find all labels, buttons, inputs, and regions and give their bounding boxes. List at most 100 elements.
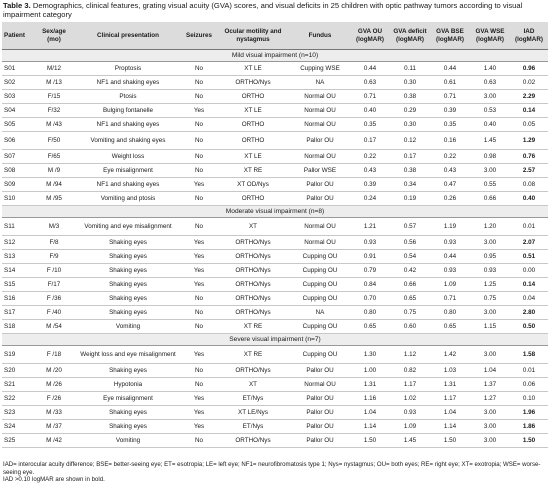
table-cell: M /43 bbox=[34, 117, 74, 132]
column-header: Clinical presentation bbox=[74, 22, 182, 50]
table-cell: No bbox=[182, 291, 216, 306]
table-cell: 1.17 bbox=[430, 391, 470, 406]
table-cell: S09 bbox=[2, 177, 34, 192]
table-cell: S05 bbox=[2, 117, 34, 132]
table-cell: NA bbox=[290, 75, 350, 90]
table-cell: 0.75 bbox=[390, 305, 430, 320]
table-cell: 1.42 bbox=[430, 345, 470, 364]
table-cell: 0.39 bbox=[430, 103, 470, 118]
table-cell: F/65 bbox=[34, 149, 74, 164]
table-cell: 0.04 bbox=[510, 291, 548, 306]
table-cell: ORTHO/Nys bbox=[216, 305, 290, 320]
table-cell: Vomiting and ptosis bbox=[74, 191, 182, 206]
table-cell: Pallor OU bbox=[290, 131, 350, 150]
table-cell: 1.09 bbox=[430, 277, 470, 292]
table-cell: M /42 bbox=[34, 433, 74, 448]
table-cell: 0.05 bbox=[510, 117, 548, 132]
column-header: Ocular motility and nystagmus bbox=[216, 22, 290, 50]
table-cell: F /40 bbox=[34, 305, 74, 320]
table-row: S20 M /20 Shaking eyes No ORTHO/Nys Pallor OU… bbox=[2, 363, 548, 378]
table-cell: Yes bbox=[182, 235, 216, 250]
table-cell: ET/Nys bbox=[216, 391, 290, 406]
table-cell: 0.12 bbox=[390, 131, 430, 150]
table-cell: S04 bbox=[2, 103, 34, 118]
table-cell: Pallor OU bbox=[290, 405, 350, 420]
section-row: Moderate visual impairment (n=8) bbox=[2, 205, 548, 218]
table-cell: F/17 bbox=[34, 277, 74, 292]
section-row: Severe visual impairment (n=7) bbox=[2, 333, 548, 346]
table-cell: Normal OU bbox=[290, 377, 350, 392]
table-cell: S03 bbox=[2, 89, 34, 104]
table-cell: 1.16 bbox=[350, 391, 390, 406]
table-cell: Cupping OU bbox=[290, 249, 350, 264]
table-cell: S13 bbox=[2, 249, 34, 264]
caption-label: Table 3. bbox=[3, 1, 31, 10]
table-cell: M /95 bbox=[34, 191, 74, 206]
table-cell: 0.71 bbox=[430, 89, 470, 104]
table-cell: No bbox=[182, 217, 216, 236]
table-cell: 0.57 bbox=[390, 217, 430, 236]
table-row: S02 M /13 NF1 and shaking eyes No ORTHO/Nys N… bbox=[2, 75, 548, 90]
table-row: S17 F /40 Shaking eyes No ORTHO/Nys NA 0.80 0.7… bbox=[2, 305, 548, 320]
table-cell: M /9 bbox=[34, 163, 74, 178]
table-cell: M /26 bbox=[34, 377, 74, 392]
table-cell: No bbox=[182, 305, 216, 320]
table-cell: ORTHO bbox=[216, 89, 290, 104]
table-cell: 0.80 bbox=[350, 305, 390, 320]
table-cell: 1.96 bbox=[510, 405, 548, 420]
table-cell: 0.66 bbox=[470, 191, 510, 206]
table-cell: 0.84 bbox=[350, 277, 390, 292]
table-cell: Pallor OU bbox=[290, 191, 350, 206]
table-cell: 1.25 bbox=[470, 277, 510, 292]
table-cell: No bbox=[182, 149, 216, 164]
table-cell: 1.86 bbox=[510, 419, 548, 434]
table-cell: S12 bbox=[2, 235, 34, 250]
table-cell: Eye misalignment bbox=[74, 391, 182, 406]
table-cell: 2.07 bbox=[510, 235, 548, 250]
caption-text: Demographics, clinical features, grating… bbox=[3, 1, 523, 19]
table-cell: XT RE bbox=[216, 163, 290, 178]
table-cell: No bbox=[182, 377, 216, 392]
table-cell: 1.12 bbox=[390, 345, 430, 364]
table-cell: 0.43 bbox=[430, 163, 470, 178]
column-header: GVA deficit (logMAR) bbox=[390, 22, 430, 50]
table-cell: S18 bbox=[2, 319, 34, 334]
table-cell: XT RE bbox=[216, 319, 290, 334]
table-cell: 0.44 bbox=[430, 249, 470, 264]
table-cell: Yes bbox=[182, 391, 216, 406]
table-cell: Pallor OU bbox=[290, 363, 350, 378]
table-cell: ORTHO/Nys bbox=[216, 235, 290, 250]
table-cell: S08 bbox=[2, 163, 34, 178]
table-cell: 0.34 bbox=[390, 177, 430, 192]
table-cell: Cupping OU bbox=[290, 277, 350, 292]
column-header: GVA OU (logMAR) bbox=[350, 22, 390, 50]
table-cell: 3.00 bbox=[470, 305, 510, 320]
table-cell: M /94 bbox=[34, 177, 74, 192]
table-cell: 0.70 bbox=[350, 291, 390, 306]
table-cell: 0.47 bbox=[430, 177, 470, 192]
table-cell: Shaking eyes bbox=[74, 305, 182, 320]
table-cell: XT RE bbox=[216, 345, 290, 364]
table-cell: Pallor OU bbox=[290, 177, 350, 192]
table-cell: 2.57 bbox=[510, 163, 548, 178]
table-row: S01 M/12 Proptosis No XT LE Cupping WSE 0.44 0.… bbox=[2, 61, 548, 76]
table-cell: Yes bbox=[182, 249, 216, 264]
table-cell: M/12 bbox=[34, 61, 74, 76]
table-cell: 1.58 bbox=[510, 345, 548, 364]
table-cell: S20 bbox=[2, 363, 34, 378]
table-cell: 1.19 bbox=[430, 217, 470, 236]
table-cell: ORTHO bbox=[216, 117, 290, 132]
table-cell: 3.00 bbox=[470, 163, 510, 178]
table-row: S23 M /33 Shaking eyes Yes XT LE/Nys Pallor O… bbox=[2, 405, 548, 420]
table-cell: 0.26 bbox=[430, 191, 470, 206]
table-cell: 0.76 bbox=[510, 149, 548, 164]
table-cell: Normal OU bbox=[290, 117, 350, 132]
table-row: S16 F /36 Shaking eyes No ORTHO/Nys Cupping O… bbox=[2, 291, 548, 306]
table-cell: 0.61 bbox=[430, 75, 470, 90]
table-cell: 0.60 bbox=[390, 319, 430, 334]
table-cell: S17 bbox=[2, 305, 34, 320]
table-cell: No bbox=[182, 89, 216, 104]
table-cell: 0.14 bbox=[510, 277, 548, 292]
table-cell: Cupping OU bbox=[290, 345, 350, 364]
table-cell: 0.01 bbox=[510, 363, 548, 378]
